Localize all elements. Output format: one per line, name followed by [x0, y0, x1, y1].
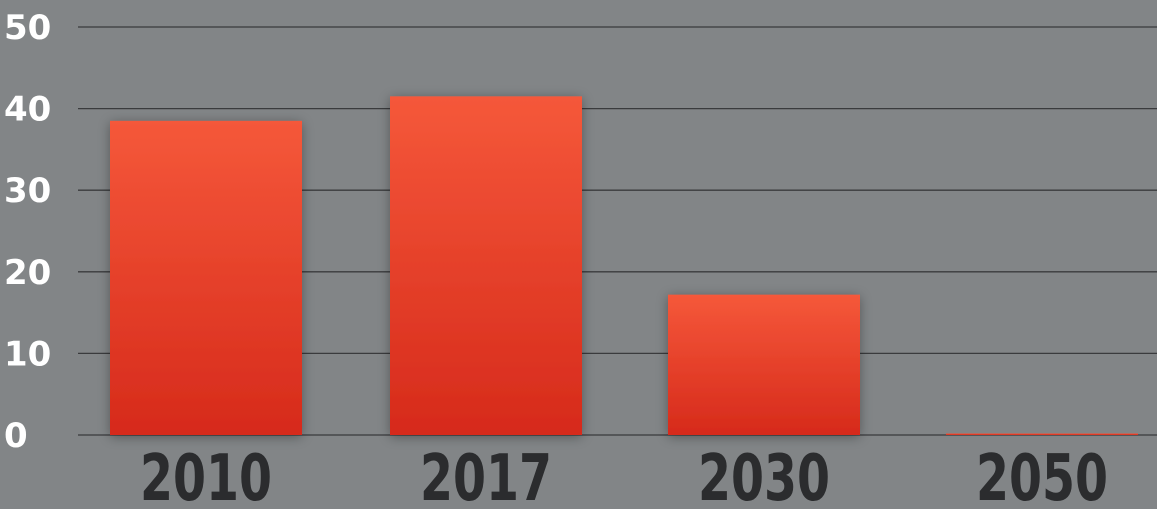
x-tick-label: 2017 [420, 442, 552, 509]
y-tick-label: 20 [4, 253, 51, 293]
bar-2017 [390, 96, 582, 436]
bar-2010 [110, 120, 302, 435]
y-tick-label: 50 [4, 8, 51, 48]
bar-2030 [668, 294, 860, 435]
x-tick-label: 2030 [698, 442, 830, 509]
x-tick-label: 2010 [140, 442, 272, 509]
bar-2050 [946, 433, 1138, 435]
y-axis-ticks: 0 10 20 30 40 50 [4, 8, 51, 456]
y-tick-label: 10 [4, 334, 51, 374]
x-axis-ticks: 2010 2017 2030 2050 [140, 442, 1108, 509]
y-tick-label: 0 [4, 416, 28, 456]
x-tick-label: 2050 [976, 442, 1108, 509]
y-tick-label: 40 [4, 90, 51, 130]
bars [110, 96, 1138, 436]
y-tick-label: 30 [4, 171, 51, 211]
